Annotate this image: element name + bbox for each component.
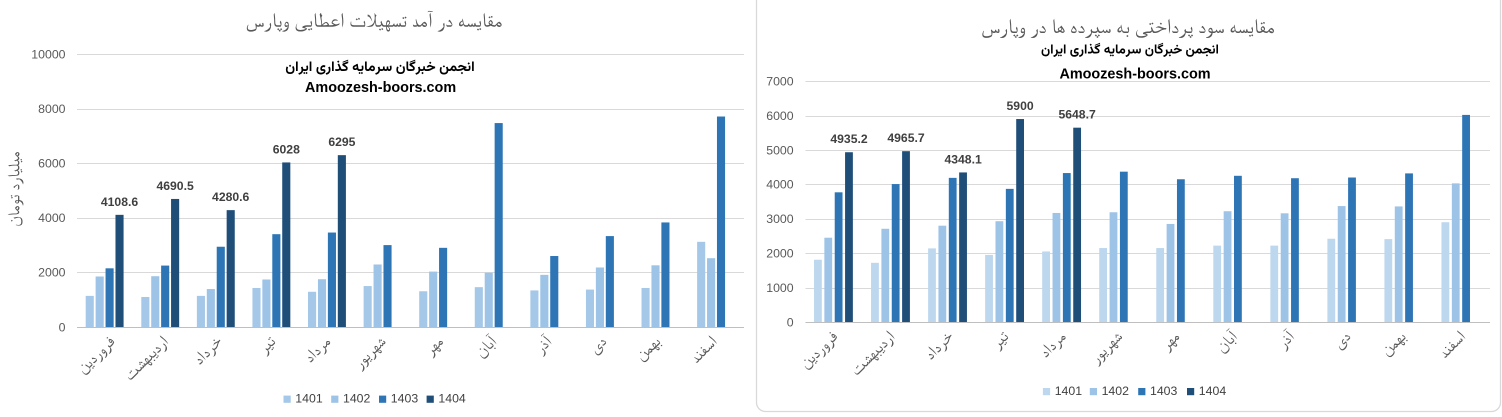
svg-text:3000: 3000: [766, 212, 794, 226]
svg-text:1000: 1000: [766, 281, 794, 295]
svg-text:10000: 10000: [31, 47, 65, 61]
svg-text:4965.7: 4965.7: [887, 131, 924, 145]
svg-text:1404: 1404: [438, 392, 466, 406]
svg-text:5648.7: 5648.7: [1058, 108, 1095, 122]
svg-text:4000: 4000: [766, 178, 794, 192]
svg-text:1402: 1402: [1102, 384, 1130, 398]
svg-text:5000: 5000: [766, 143, 794, 157]
svg-text:6295: 6295: [328, 135, 355, 149]
svg-text:1401: 1401: [295, 392, 323, 406]
svg-text:4000: 4000: [38, 211, 66, 225]
svg-text:4690.5: 4690.5: [156, 179, 193, 193]
svg-text:8000: 8000: [38, 102, 66, 116]
svg-text:1403: 1403: [1150, 384, 1178, 398]
svg-text:0: 0: [59, 320, 66, 334]
svg-text:1404: 1404: [1199, 384, 1227, 398]
svg-text:Amoozesh-boors.com: Amoozesh-boors.com: [305, 80, 456, 96]
svg-text:2000: 2000: [38, 266, 66, 280]
svg-text:5900: 5900: [1007, 99, 1034, 113]
svg-text:Amoozesh-boors.com: Amoozesh-boors.com: [1059, 67, 1210, 83]
svg-text:0: 0: [787, 315, 794, 329]
svg-text:2000: 2000: [766, 247, 794, 261]
svg-text:4348.1: 4348.1: [944, 152, 981, 166]
svg-text:4280.6: 4280.6: [212, 190, 249, 204]
svg-text:7000: 7000: [766, 75, 794, 89]
svg-text:6000: 6000: [766, 109, 794, 123]
svg-text:1403: 1403: [391, 392, 419, 406]
svg-text:6028: 6028: [273, 142, 300, 156]
svg-text:6000: 6000: [38, 157, 66, 171]
svg-text:1401: 1401: [1055, 384, 1083, 398]
svg-text:1402: 1402: [343, 392, 371, 406]
svg-text:4935.2: 4935.2: [830, 132, 867, 146]
svg-text:4108.6: 4108.6: [101, 195, 138, 209]
